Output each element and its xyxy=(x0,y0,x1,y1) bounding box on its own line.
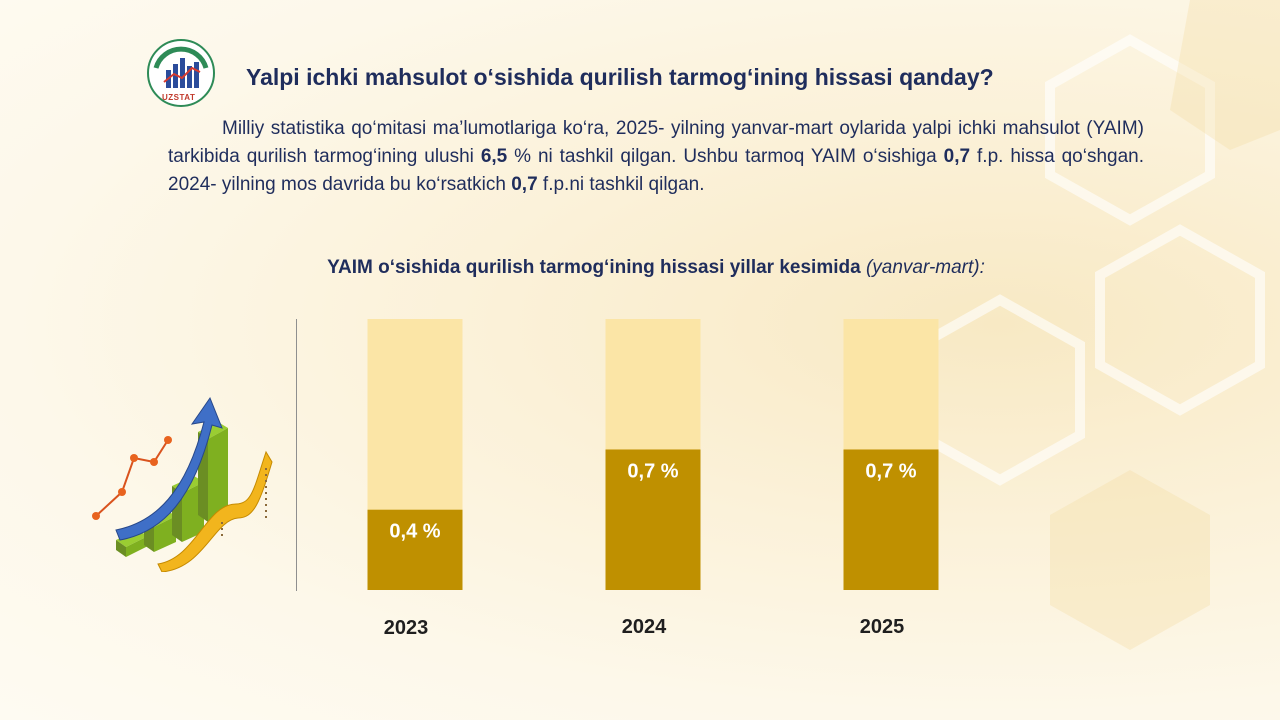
logo-text: UZSTAT xyxy=(162,93,196,102)
category-label-2024: 2024 xyxy=(622,616,667,638)
share-value: 6,5 xyxy=(480,146,508,167)
value-label-2024: 0,7 % xyxy=(627,460,678,482)
growth-chart-illustration-icon xyxy=(92,396,273,572)
bar-2025 xyxy=(843,449,939,590)
contribution-value: 0,7 xyxy=(943,146,971,167)
value-label-2023: 0,4 % xyxy=(389,521,440,543)
uzstat-logo xyxy=(147,39,215,107)
value-label-2025: 0,7 % xyxy=(865,460,916,482)
bar-2024 xyxy=(605,449,701,590)
chart-title: YAIM o‘sishida qurilish tarmog‘ining his… xyxy=(327,257,985,278)
summary-paragraph: Milliy statistika qo‘mitasi ma’lumotlari… xyxy=(168,118,1144,195)
chart-divider xyxy=(296,319,297,591)
category-label-2023: 2023 xyxy=(384,617,429,639)
category-label-2025: 2025 xyxy=(860,616,905,638)
page-title: Yalpi ichki mahsulot o‘sishida qurilish … xyxy=(246,64,994,90)
bar-2023 xyxy=(367,509,463,590)
previous-contribution-value: 0,7 xyxy=(511,174,538,195)
